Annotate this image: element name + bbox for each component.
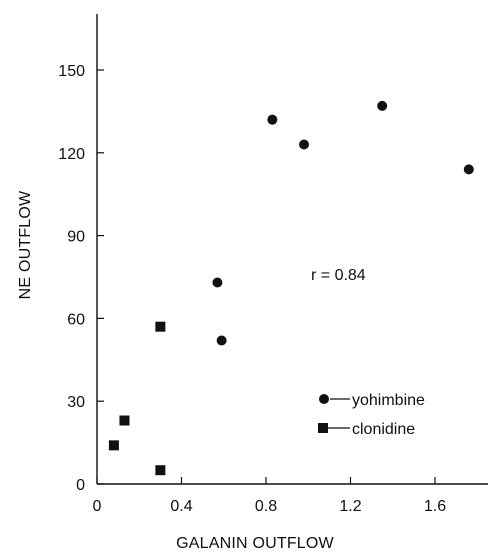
- legend-clonidine-label: clonidine: [352, 421, 415, 438]
- x-tick-label: 1.6: [424, 498, 446, 515]
- x-tick-label: 0: [93, 498, 102, 515]
- y-tick-label: 0: [76, 477, 85, 494]
- y-tick-label: 90: [67, 229, 85, 246]
- yohimbine-point-6: [463, 164, 474, 175]
- data-marks: [108, 100, 474, 476]
- legend: yohimbine clonidine: [318, 392, 425, 438]
- y-axis-ticks: 0 30 60 90 120 150: [58, 63, 104, 494]
- x-tick-label: 0.8: [255, 498, 277, 515]
- y-tick-label: 120: [58, 146, 85, 163]
- clonidine-point-4: [155, 465, 166, 476]
- legend-clonidine-marker: [318, 423, 328, 433]
- x-axis-title: GALANIN OUTFLOW: [176, 535, 334, 552]
- y-axis-title: NE OUTFLOW: [17, 190, 34, 299]
- clonidine-point-1: [108, 440, 119, 451]
- yohimbine-point-2: [216, 335, 227, 346]
- yohimbine-point-3: [267, 114, 278, 125]
- correlation-label: r = 0.84: [311, 267, 366, 284]
- clonidine-point-3: [155, 321, 166, 332]
- yohimbine-point-5: [377, 100, 388, 111]
- yohimbine-point-4: [299, 139, 310, 150]
- x-tick-label: 0.4: [170, 498, 192, 515]
- y-tick-label: 30: [67, 394, 85, 411]
- y-tick-label: 150: [58, 63, 85, 80]
- legend-yohimbine-label: yohimbine: [352, 392, 425, 409]
- yohimbine-point-1: [212, 277, 223, 288]
- legend-yohimbine-marker: [319, 394, 329, 404]
- x-tick-label: 1.2: [339, 498, 361, 515]
- y-tick-label: 60: [67, 311, 85, 328]
- clonidine-point-2: [119, 415, 130, 426]
- x-axis-ticks: 0 0.4 0.8 1.2 1.6: [93, 477, 446, 515]
